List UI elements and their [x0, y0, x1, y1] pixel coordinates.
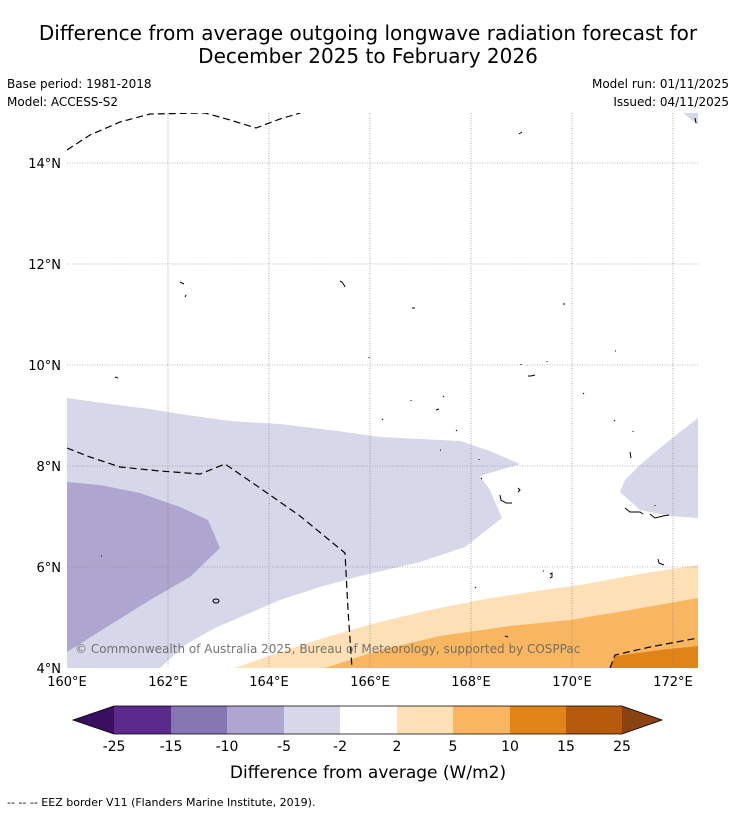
lon-label: 166°E [350, 675, 390, 690]
lon-label: 164°E [249, 675, 289, 690]
lon-label: 162°E [148, 675, 188, 690]
colorbar-tick: 5 [449, 739, 458, 755]
colorbar-segment [397, 706, 453, 734]
lat-label: 14°N [28, 157, 61, 172]
colorbar-ticks: -25 -15 -10 -5 -2 2 5 10 15 25 [103, 739, 631, 755]
colorbar-segment [453, 706, 510, 734]
colorbar-tick: 10 [501, 739, 519, 755]
lon-label: 168°E [451, 675, 491, 690]
colorbar-tick: -15 [160, 739, 183, 755]
colorbar-tick: -10 [216, 739, 239, 755]
map-plot-area: © Commonwealth of Australia 2025, Bureau… [67, 113, 698, 668]
forecast-map: © Commonwealth of Australia 2025, Bureau… [0, 0, 736, 790]
colorbar-tick: 2 [393, 739, 402, 755]
copyright-watermark: © Commonwealth of Australia 2025, Bureau… [75, 642, 580, 656]
colorbar-tick: -5 [277, 739, 291, 755]
lon-label: 160°E [47, 675, 87, 690]
colorbar-segment [510, 706, 566, 734]
colorbar-segment [340, 706, 397, 734]
colorbar-tick: -2 [333, 739, 347, 755]
eez-legend: -- -- -- EEZ border V11 (Flanders Marine… [7, 796, 315, 809]
latitude-labels: 14°N 12°N 10°N 8°N 6°N 4°N [28, 157, 61, 677]
lat-label: 8°N [37, 460, 62, 475]
lon-label: 170°E [552, 675, 592, 690]
colorbar-segment [566, 706, 622, 734]
colorbar-under-arrow [73, 706, 114, 734]
colorbar-label: Difference from average (W/m2) [230, 763, 506, 783]
colorbar-segment [227, 706, 284, 734]
colorbar-segment [114, 706, 171, 734]
colorbar-segment [171, 706, 227, 734]
lat-label: 12°N [28, 258, 61, 273]
colorbar: -25 -15 -10 -5 -2 2 5 10 15 25 Differenc… [73, 706, 662, 783]
lat-label: 6°N [37, 561, 62, 576]
longitude-labels: 160°E 162°E 164°E 166°E 168°E 170°E 172°… [47, 675, 693, 690]
colorbar-over-arrow [622, 706, 662, 734]
colorbar-tick: 15 [557, 739, 575, 755]
lat-label: 10°N [28, 359, 61, 374]
colorbar-segment [284, 706, 340, 734]
lon-label: 172°E [653, 675, 693, 690]
colorbar-tick: 25 [613, 739, 631, 755]
colorbar-tick: -25 [103, 739, 126, 755]
